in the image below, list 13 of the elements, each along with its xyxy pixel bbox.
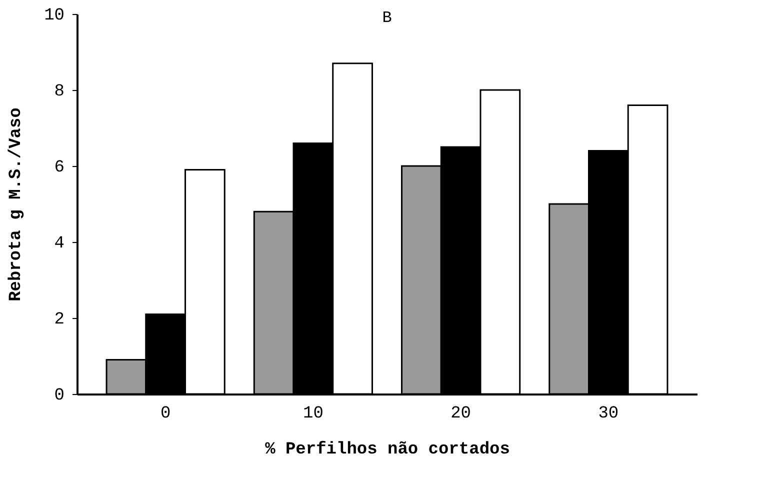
y-tick-label: 10 (44, 6, 64, 26)
y-tick-label: 4 (54, 234, 64, 254)
y-tick-label: 8 (54, 82, 64, 102)
x-tick-label: 0 (160, 404, 171, 424)
y-tick-label: 6 (54, 158, 64, 178)
x-tick-label: 10 (302, 404, 324, 424)
y-tick-label: 0 (54, 386, 64, 406)
x-tick-label: 20 (450, 404, 472, 424)
x-tick-label: 30 (598, 404, 619, 424)
y-axis-title: Rebrota g M.S./Vaso (7, 108, 26, 302)
x-axis-title: % Perfilhos não cortados (265, 440, 510, 460)
chart-title: B (382, 9, 392, 27)
y-tick-label: 2 (54, 310, 64, 330)
